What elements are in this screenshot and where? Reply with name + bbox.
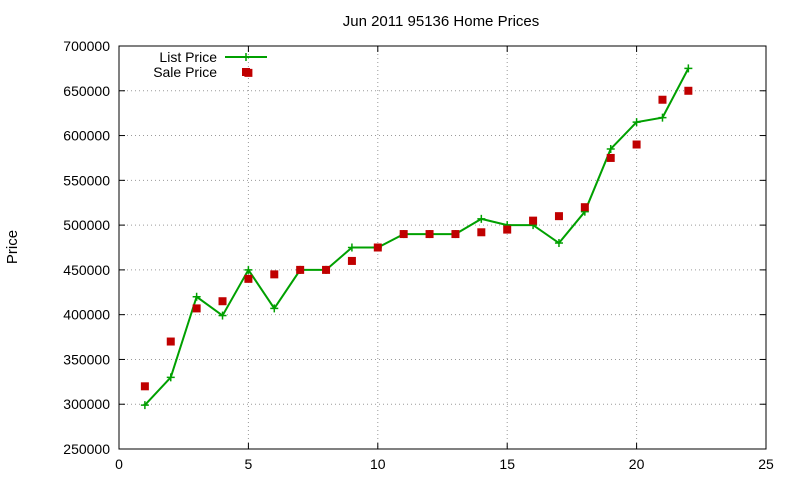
y-tick-label: 350000 [63,351,110,367]
y-tick-label: 700000 [63,38,110,54]
sale-price-point [373,243,382,252]
sale-price-point [192,304,201,313]
sale-price-point [658,95,667,104]
sale-price-point [503,225,512,234]
list-price-point [606,144,615,153]
sale-price-point [529,216,538,225]
list-price-point [140,401,149,410]
sale-price-point [166,337,175,346]
y-tick-label: 250000 [63,441,110,457]
sale-price-point [244,274,253,283]
sale-price-point [140,382,149,391]
sale-price-point [580,203,589,212]
list-price-point [684,64,693,73]
x-tick-label: 10 [370,456,386,472]
axis-ticks: 0 5 10 15 20 25 250000 300000 350000 400000 450000… [63,38,774,472]
legend-label: List Price [159,49,217,65]
list-price-point [347,243,356,252]
plot-frame [118,45,767,450]
y-tick-label: 550000 [63,172,110,188]
sale-price-point [451,230,460,239]
x-tick-label: 25 [758,456,774,472]
list-price-point [554,239,563,248]
y-tick-label: 500000 [63,217,110,233]
list-price-point [244,265,253,274]
series-sale-price [140,68,693,391]
sale-price-point [322,265,331,274]
y-tick-label: 400000 [63,307,110,323]
sale-price-point [347,256,356,265]
list-price-point [270,304,279,313]
sale-price-point [606,153,615,162]
x-tick-label: 20 [629,456,645,472]
chart-title: Jun 2011 95136 Home Prices [343,13,540,30]
list-price-point [218,311,227,320]
sale-price-point [296,265,305,274]
sale-price-point [425,230,434,239]
y-tick-label: 300000 [63,396,110,412]
list-price-point [477,214,486,223]
y-tick-label: 600000 [63,128,110,144]
x-tick-label: 15 [499,456,515,472]
legend-label: Sale Price [153,64,217,80]
series-layer [140,64,693,410]
sale-price-point [477,228,486,237]
y-axis-label: Price [4,230,21,264]
series-list-price [140,64,693,410]
sale-price-point [632,140,641,149]
legend-swatch-marker [242,68,250,76]
y-tick-label: 650000 [63,83,110,99]
sale-price-point [218,297,227,306]
list-price-point [632,118,641,127]
list-price-point [192,292,201,301]
sale-price-point [554,212,563,221]
sale-price-point [270,270,279,279]
x-tick-label: 5 [245,456,253,472]
sale-price-point [399,230,408,239]
y-tick-label: 450000 [63,262,110,278]
sale-price-point [684,86,693,95]
list-price-point [166,373,175,382]
x-tick-label: 0 [115,456,123,472]
list-price-point [658,113,667,122]
list-price-line [144,67,690,406]
legend-swatch-marker [242,53,250,61]
